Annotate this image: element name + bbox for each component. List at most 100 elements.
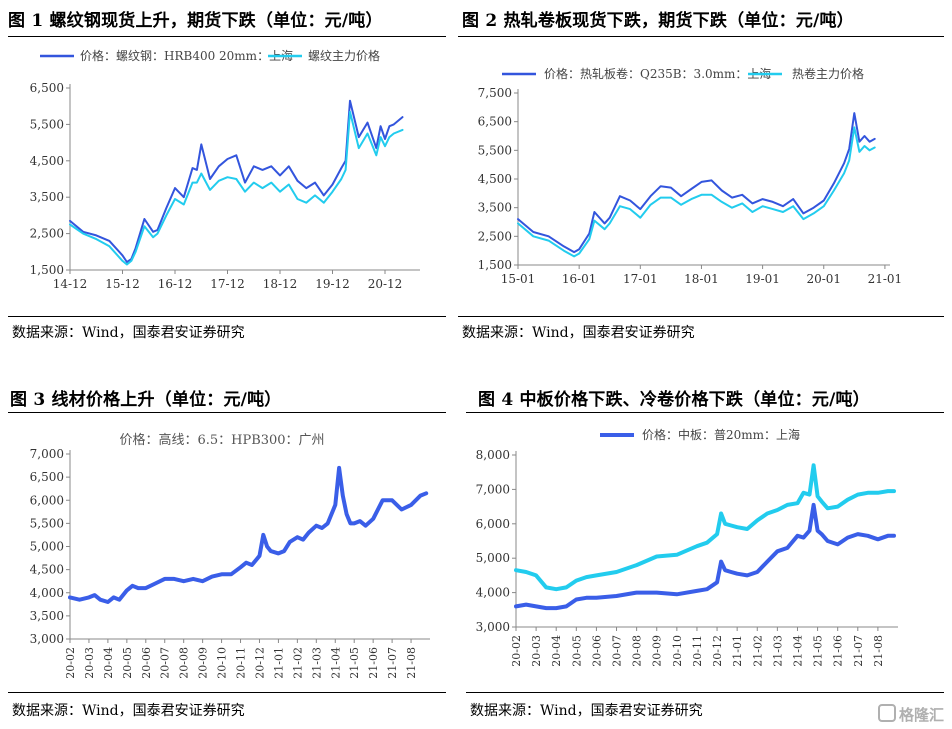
legend-label: 热卷主力价格 (792, 66, 864, 81)
y-tick-label: 6,500 (30, 81, 64, 95)
series-line-2 (69, 110, 404, 266)
panel-3-source-rule (8, 692, 446, 693)
legend-label: 价格：热轧板卷：Q235B：3.0mm：上海 (544, 66, 771, 81)
chart-1-rebar: 1,500 2,500 3,500 4,500 5,500 6,500 14-12 15-12… (30, 48, 420, 291)
panel-1-title-rule (8, 36, 446, 37)
x-tick-label: 20-04 (102, 647, 115, 679)
x-tick-label: 21-04 (329, 647, 342, 679)
x-tick-label: 21-06 (832, 635, 845, 667)
x-tick-label: 16-12 (158, 277, 193, 291)
x-tick-label: 20-01 (806, 272, 841, 286)
y-tick-label: 4,500 (30, 154, 64, 168)
x-tick-label: 21-03 (310, 647, 323, 679)
y-tick-label: 6,500 (30, 470, 64, 484)
y-tick-label: 4,500 (30, 563, 64, 577)
y-tick-label: 4,000 (30, 586, 64, 600)
x-tick-label: 20-02 (64, 647, 77, 679)
panel-1-source: 数据来源：Wind，国泰君安证券研究 (12, 325, 245, 341)
x-tick-label: 18-01 (684, 272, 719, 286)
x-tick-label: 18-12 (263, 277, 298, 291)
chart-title: 价格：高线：6.5：HPB300：广州 (119, 432, 324, 448)
y-tick-label: 2,500 (478, 229, 512, 243)
x-tick-label: 21-01 (868, 272, 903, 286)
x-tick-label: 20-06 (590, 635, 603, 667)
y-tick-label: 3,500 (30, 609, 64, 623)
panel-4-source: 数据来源：Wind，国泰君安证券研究 (470, 703, 703, 719)
panel-2-title: 图 2 热轧卷板现货下跌，期货下跌（单位：元/吨） (462, 11, 854, 31)
x-tick-label: 21-08 (405, 647, 418, 679)
chart-2-hot-rolled-coil: 1,500 2,500 3,500 4,500 5,500 6,500 7,500 15-01… (478, 66, 903, 286)
panel-4-title: 图 4 中板价格下跌、冷卷价格下跌（单位：元/吨） (478, 390, 870, 410)
y-tick-label: 3,000 (30, 632, 64, 646)
x-tick-label: 20-03 (530, 635, 543, 667)
y-tick-label: 3,000 (476, 620, 510, 634)
x-tick-label: 19-12 (315, 277, 350, 291)
legend-label: 价格：螺纹钢：HRB400 20mm：上海 (80, 48, 293, 63)
y-tick-label: 5,500 (478, 143, 512, 157)
x-tick-label: 21-07 (386, 647, 399, 679)
panel-2-title-rule (458, 36, 944, 37)
x-tick-label: 20-12 (253, 647, 266, 679)
x-tick-label: 17-12 (210, 277, 245, 291)
x-tick-label: 20-04 (550, 635, 563, 667)
chart-4-plate-cold-rolled: 3,000 4,000 5,000 6,000 7,000 8,000 20-02 20-03… (476, 427, 898, 667)
legend-label: 价格：中板：普20mm：上海 (642, 427, 800, 442)
y-tick-label: 3,500 (30, 190, 64, 204)
y-tick-label: 5,000 (476, 551, 510, 565)
x-tick-label: 20-09 (651, 635, 664, 667)
y-tick-label: 5,500 (30, 516, 64, 530)
x-tick-label: 21-01 (272, 647, 285, 679)
panel-2-source: 数据来源：Wind，国泰君安证券研究 (462, 325, 695, 341)
x-tick-label: 20-02 (510, 635, 523, 667)
y-tick-label: 5,500 (30, 117, 64, 131)
y-tick-label: 6,000 (476, 517, 510, 531)
x-tick-label: 21-04 (791, 635, 804, 667)
x-tick-label: 21-08 (872, 635, 885, 667)
y-tick-label: 1,500 (478, 258, 512, 272)
panel-1-source-rule (8, 316, 446, 317)
y-tick-label: 8,000 (476, 448, 510, 462)
x-tick-label: 16-01 (562, 272, 597, 286)
y-tick-label: 5,000 (30, 540, 64, 554)
x-tick-label: 21-02 (291, 647, 304, 679)
x-tick-label: 14-12 (53, 277, 88, 291)
x-tick-label: 21-03 (771, 635, 784, 667)
panel-4-title-rule (466, 412, 944, 413)
x-tick-label: 20-09 (197, 647, 210, 679)
watermark-logo: 格隆汇 (877, 704, 944, 725)
y-tick-label: 2,500 (30, 227, 64, 241)
x-tick-label: 15-12 (105, 277, 140, 291)
x-tick-label: 20-12 (368, 277, 403, 291)
x-tick-label: 20-06 (140, 647, 153, 679)
series-line-1 (514, 502, 896, 611)
series-line-1 (68, 465, 429, 604)
y-tick-label: 1,500 (30, 263, 64, 277)
series-line-2 (517, 126, 876, 258)
panel-3-title-rule (8, 412, 446, 413)
x-tick-label: 20-05 (121, 647, 134, 679)
x-tick-label: 20-03 (83, 647, 96, 679)
x-tick-label: 19-01 (745, 272, 780, 286)
panel-3-title: 图 3 线材价格上升（单位：元/吨） (10, 390, 282, 410)
x-tick-label: 21-06 (367, 647, 380, 679)
x-tick-label: 21-01 (731, 635, 744, 667)
x-tick-label: 20-07 (159, 647, 172, 679)
x-tick-label: 20-10 (216, 647, 229, 679)
y-tick-label: 3,500 (478, 201, 512, 215)
x-tick-label: 21-05 (348, 647, 361, 679)
chart-3-wire-rod: 3,000 3,500 4,000 4,500 5,000 5,500 6,000 6,500… (30, 432, 430, 679)
y-tick-label: 6,500 (478, 115, 512, 129)
panel-4-source-rule (466, 692, 944, 693)
y-tick-label: 7,000 (476, 482, 510, 496)
y-tick-label: 7,500 (478, 86, 512, 100)
x-tick-label: 20-05 (570, 635, 583, 667)
legend-label: 螺纹主力价格 (308, 48, 380, 63)
x-tick-label: 21-07 (852, 635, 865, 667)
x-tick-label: 20-08 (178, 647, 191, 679)
panel-1-title: 图 1 螺纹钢现货上升，期货下跌（单位：元/吨） (8, 11, 383, 31)
x-tick-label: 20-11 (235, 647, 248, 679)
y-tick-label: 6,000 (30, 493, 64, 507)
x-tick-label: 15-01 (501, 272, 536, 286)
y-tick-label: 7,000 (30, 447, 64, 461)
x-tick-label: 21-05 (812, 635, 825, 667)
